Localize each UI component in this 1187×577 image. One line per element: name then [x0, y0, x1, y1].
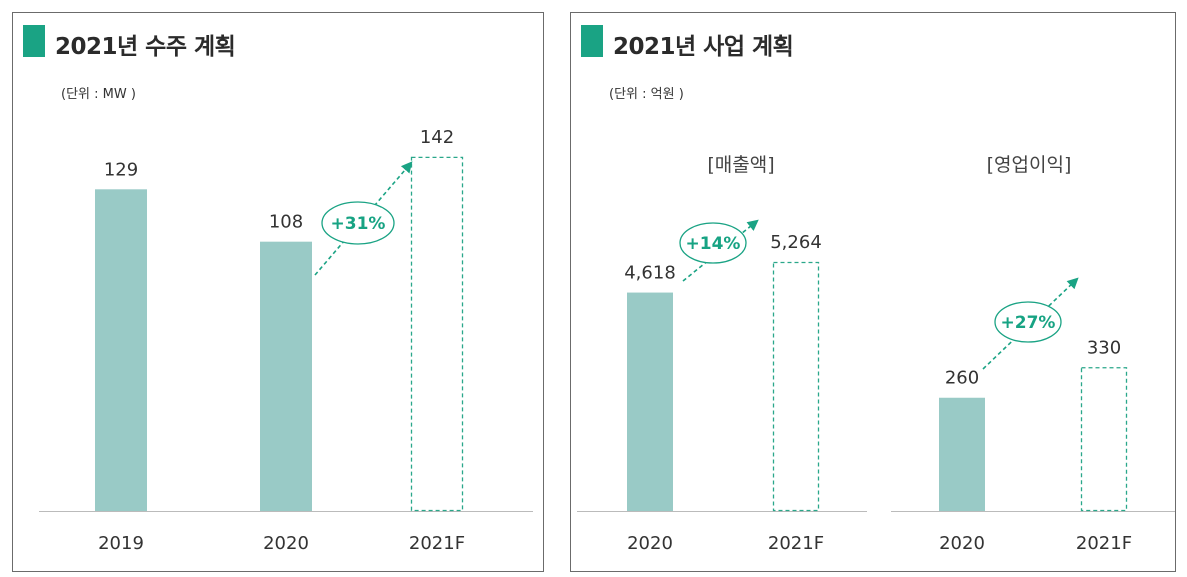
orders-value-label: 129 — [104, 159, 138, 180]
revenue-category-label: 2020 — [627, 533, 673, 554]
revenue-growth-label: +14% — [686, 234, 741, 254]
orders-category-label: 2021F — [409, 533, 465, 554]
title-accent-bar — [581, 25, 603, 57]
orders-unit-label: (단위 : MW ) — [61, 87, 136, 102]
orders-value-label: 108 — [269, 212, 303, 233]
profit-growth-badge — [994, 301, 1062, 343]
profit-category-label: 2021F — [1076, 533, 1132, 554]
revenue-growth-arrow — [682, 219, 759, 282]
revenue-category-label: 2021F — [768, 533, 824, 554]
revenue-growth-badge — [679, 222, 747, 264]
revenue-bar-2020 — [627, 292, 673, 511]
profit-bar-2021F — [1080, 367, 1128, 512]
profit-value-label: 260 — [945, 368, 979, 389]
orders-bar-2020 — [260, 241, 312, 512]
profit-category-label: 2020 — [939, 533, 985, 554]
profit-value-label: 330 — [1087, 337, 1121, 358]
orders-plan-panel: 2021년 수주 계획 (단위 : MW ) 129 2019 108 2020 142… — [12, 12, 544, 572]
business-chart: [매출액] [영업이익] 4,618 2020 5,264 2021F +14% 260 2… — [577, 154, 1175, 554]
business-plan-title: 2021년 사업 계획 — [613, 34, 794, 60]
orders-growth-badge — [321, 201, 395, 245]
orders-bar-2021F — [410, 156, 464, 512]
profit-bar-2020 — [939, 397, 985, 511]
orders-value-label: 142 — [420, 127, 454, 148]
title-accent-bar — [23, 25, 45, 57]
orders-chart: 129 2019 108 2020 142 2021F +31% — [39, 127, 533, 554]
business-plan-panel: 2021년 사업 계획 (단위 : 억원 ) [매출액] [영업이익] 4,61… — [570, 12, 1176, 572]
operating-profit-subtitle: [영업이익] — [987, 154, 1072, 176]
orders-growth-label: +31% — [331, 214, 386, 234]
orders-category-label: 2019 — [98, 533, 144, 554]
orders-category-label: 2020 — [263, 533, 309, 554]
revenue-subtitle: [매출액] — [707, 154, 774, 176]
revenue-value-label: 5,264 — [770, 232, 822, 253]
revenue-bar-2021F — [772, 261, 820, 512]
revenue-value-label: 4,618 — [624, 263, 676, 284]
business-unit-label: (단위 : 억원 ) — [609, 87, 684, 102]
orders-plan-title: 2021년 수주 계획 — [55, 34, 236, 60]
orders-bar-2019 — [95, 189, 147, 511]
profit-growth-label: +27% — [1001, 313, 1056, 333]
